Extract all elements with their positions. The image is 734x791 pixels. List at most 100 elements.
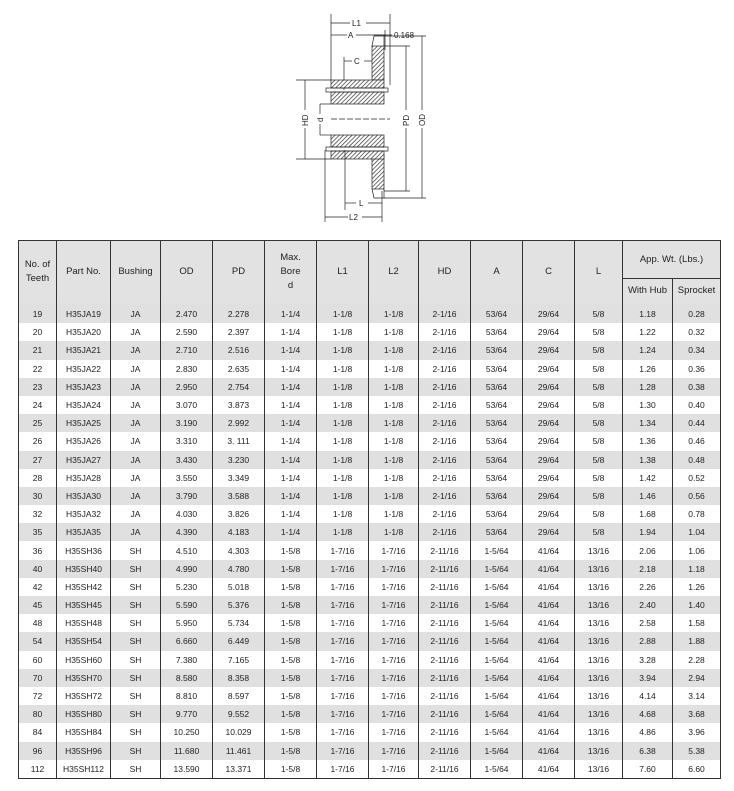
table-row: 19 H35JA19 JA 2.470 2.278 1-1/4 1-1/8 1-1/8 2-1/… [18,303,722,324]
table-cell: 19 [18,303,57,324]
table-row: 45 H35SH45 SH 5.590 5.376 1-5/8 1-7/16 1-7/16 2-… [18,596,722,615]
label-HD: HD [301,114,310,126]
table-cell: 1-5/64 [470,559,523,578]
table-cell: 1-7/16 [368,559,419,578]
header-l1: L1 [316,240,369,303]
table-cell: 2.950 [160,377,213,396]
table-cell: 1.36 [622,432,673,451]
table-cell: 0.36 [671,359,722,378]
table-cell: 1.38 [622,450,673,469]
table-cell: 29/64 [522,303,575,324]
table-cell: 2.58 [622,614,673,633]
table-cell: 1.26 [622,359,673,378]
table-cell: 1-1/8 [316,323,369,342]
table-cell: 2-11/16 [418,541,471,560]
table-cell: 13/16 [574,705,623,724]
table-row: 30 H35JA30 JA 3.790 3.588 1-1/4 1-1/8 1-1/8 2-1/… [18,486,722,506]
table-cell: H35SH80 [56,705,111,724]
table-cell: 2.94 [671,668,722,687]
table-cell: 2-1/16 [418,486,471,506]
table-cell: 5/8 [574,377,623,396]
table-cell: 1.30 [622,395,673,415]
label-L2: L2 [349,213,358,222]
table-cell: 2.470 [160,303,213,324]
table-cell: 10.250 [160,723,213,742]
table-cell: 1-1/8 [316,377,369,396]
table-cell: 3. 111 [212,432,265,451]
table-cell: 41/64 [522,650,575,669]
table-cell: 2.88 [622,632,673,651]
header-max-bore-d: Max. Bore d [264,240,317,303]
table-cell: 3.96 [671,723,722,742]
table-cell: 6.60 [671,759,722,779]
table-cell: 1-1/4 [264,341,317,360]
table-cell: 2-1/16 [418,432,471,451]
table-row: 54 H35SH54 SH 6.660 6.449 1-5/8 1-7/16 1-7/16 2-… [18,632,722,651]
table-row: 20 H35JA20 JA 2.590 2.397 1-1/4 1-1/8 1-1/8 2-1/… [18,323,722,342]
table-cell: 29/64 [522,414,575,433]
table-cell: 1-1/8 [316,341,369,360]
table-cell: 13/16 [574,686,623,706]
table-cell: 5/8 [574,414,623,433]
header-l2: L2 [368,240,419,303]
table-cell: 2-1/16 [418,505,471,524]
table-cell: 1-5/64 [470,741,523,760]
table-cell: 53/64 [470,468,523,487]
table-cell: 28 [18,468,57,487]
table-cell: 1-7/16 [316,632,369,651]
header-l: L [574,240,623,303]
table-cell: 4.68 [622,705,673,724]
table-cell: 13/16 [574,541,623,560]
table-cell: 1-1/8 [368,395,419,415]
table-cell: 29/64 [522,395,575,415]
table-cell: 1-1/8 [316,523,369,542]
table-cell: 4.303 [212,541,265,560]
header-with-hub: With Hub [622,278,673,303]
table-cell: 1-7/16 [316,596,369,615]
table-row: 27 H35JA27 JA 3.430 3.230 1-1/4 1-1/8 1-1/8 2-1/… [18,450,722,469]
table-cell: 1-1/8 [316,359,369,378]
table-cell: 1-1/8 [368,468,419,487]
table-cell: 2-1/16 [418,414,471,433]
table-cell: 1-1/8 [368,486,419,506]
table-cell: 53/64 [470,395,523,415]
table-cell: 112 [18,759,57,779]
label-A: A [348,31,354,40]
table-cell: 5.230 [160,577,213,596]
table-cell: 1-7/16 [368,741,419,760]
table-cell: SH [110,632,161,651]
table-cell: 2-11/16 [418,577,471,596]
table-cell: H35SH54 [56,632,111,651]
table-cell: 1-5/8 [264,541,317,560]
table-cell: H35JA23 [56,377,111,396]
header-app-weight: App. Wt. (Lbs.) [621,240,722,279]
table-cell: 41/64 [522,632,575,651]
table-cell: 1-1/8 [368,414,419,433]
table-cell: 29/64 [522,377,575,396]
table-cell: 1-1/4 [264,377,317,396]
table-cell: 72 [18,686,57,706]
table-cell: 1-7/16 [316,577,369,596]
table-cell: 2-1/16 [418,450,471,469]
table-cell: 1-1/8 [316,414,369,433]
table-cell: 1.68 [622,505,673,524]
table-cell: 1.42 [622,468,673,487]
table-cell: 2.754 [212,377,265,396]
table-cell: 53/64 [470,359,523,378]
table-cell: 1-5/64 [470,614,523,633]
table-cell: 2-1/16 [418,377,471,396]
table-cell: 13/16 [574,650,623,669]
table-cell: 53/64 [470,523,523,542]
table-cell: 1-1/8 [316,395,369,415]
table-cell: 13/16 [574,723,623,742]
table-cell: 41/64 [522,614,575,633]
table-cell: 4.183 [212,523,265,542]
table-cell: H35JA21 [56,341,111,360]
table-cell: SH [110,723,161,742]
table-cell: JA [110,303,161,324]
table-cell: H35SH70 [56,668,111,687]
table-cell: H35SH112 [56,759,111,779]
table-cell: 1-1/4 [264,505,317,524]
table-cell: 41/64 [522,596,575,615]
table-cell: JA [110,377,161,396]
